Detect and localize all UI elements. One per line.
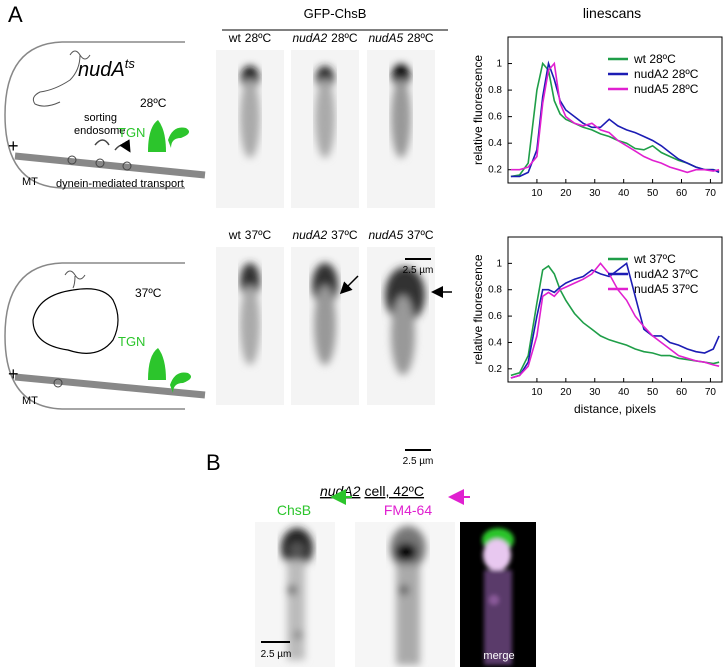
y-tick-label: 0.6 <box>488 112 502 123</box>
x-tick-label: 60 <box>676 387 688 398</box>
x-axis-label: distance, pixels <box>574 402 656 416</box>
x-tick-label: 50 <box>647 387 659 398</box>
series-line <box>510 60 720 178</box>
micrograph <box>216 247 284 405</box>
y-tick-label: 0.8 <box>488 285 502 296</box>
legend-label: nudA5 37ºC <box>634 282 699 296</box>
legend-label: wt 28ºC <box>633 52 676 66</box>
x-tick-label: 30 <box>589 188 601 199</box>
legend-label: wt 37ºC <box>633 252 676 266</box>
x-tick-label: 20 <box>560 188 572 199</box>
micrograph <box>367 247 435 405</box>
x-tick-label: 60 <box>676 188 688 199</box>
x-tick-label: 70 <box>705 387 717 398</box>
mt-label: MT <box>22 395 38 407</box>
x-tick-label: 20 <box>560 387 572 398</box>
y-tick-label: 1 <box>496 258 502 269</box>
image-label: nudA2 28ºC <box>292 31 357 45</box>
y-tick-label: 0.4 <box>488 337 502 348</box>
micrograph <box>367 50 435 208</box>
panel-label: B <box>206 450 221 475</box>
temperature: 37ºC <box>135 286 162 300</box>
micrograph <box>291 247 359 405</box>
micrograph <box>216 50 284 208</box>
image-label: wt 28ºC <box>228 31 272 45</box>
cell-diagram-28: 28ºC sorting endosome TGN + MT dynein-me… <box>4 41 206 190</box>
image-label: nudA2 37ºC <box>292 228 357 242</box>
diagram-label: sorting <box>84 112 117 124</box>
tgn-label: TGN <box>118 334 145 349</box>
image-label: nudA5 28ºC <box>368 31 433 45</box>
scale-bar-label: 2.5 µm <box>403 265 434 276</box>
y-tick-label: 0.8 <box>488 85 502 96</box>
panel-label: A <box>8 2 23 27</box>
micrograph <box>255 522 335 667</box>
x-tick-label: 30 <box>589 387 601 398</box>
micrograph <box>355 522 455 667</box>
tgn-label: TGN <box>118 125 145 140</box>
y-tick-label: 0.6 <box>488 311 502 322</box>
legend-label: nudA5 28ºC <box>634 82 699 96</box>
micrograph <box>291 50 359 208</box>
x-tick-label: 70 <box>705 188 717 199</box>
channel-label: ChsB <box>277 502 311 518</box>
x-tick-label: 10 <box>531 188 543 199</box>
y-tick-label: 0.2 <box>488 165 502 176</box>
y-tick-label: 0.2 <box>488 364 502 375</box>
plot-frame <box>507 236 723 383</box>
x-tick-label: 40 <box>618 188 630 199</box>
temperature: 28ºC <box>140 96 167 110</box>
mt-label: MT <box>22 176 38 188</box>
y-axis-label: relative fluorescence <box>471 55 485 165</box>
plus-label: + <box>8 136 19 156</box>
series-line <box>510 61 720 174</box>
image-label: wt 37ºC <box>228 228 272 242</box>
legend-label: nudA2 28ºC <box>634 67 699 81</box>
images-title: GFP-ChsB <box>304 6 367 21</box>
x-tick-label: 40 <box>618 387 630 398</box>
image-label: nudA5 37ºC <box>368 228 433 242</box>
micrograph <box>460 522 536 667</box>
diagram-title: nudAts <box>78 56 135 81</box>
series-line <box>510 262 720 379</box>
channel-label: merge <box>483 650 514 662</box>
x-tick-label: 10 <box>531 387 543 398</box>
series-line <box>510 264 720 377</box>
y-axis-label: relative fluorescence <box>471 254 485 364</box>
micrographs <box>216 50 435 405</box>
y-tick-label: 0.4 <box>488 138 502 149</box>
plus-label: + <box>8 364 19 384</box>
diagram-label: endosome <box>74 125 125 137</box>
scale-bar-label: 2.5 µm <box>403 456 434 467</box>
plot-frame <box>507 36 723 184</box>
x-tick-label: 50 <box>647 188 659 199</box>
y-tick-label: 1 <box>496 59 502 70</box>
arrow <box>339 275 359 295</box>
linescans-title: linescans <box>583 5 641 21</box>
channel-label: FM4-64 <box>384 502 432 518</box>
scale-bar-label: 2.5 µm <box>261 649 292 660</box>
transport-label: dynein-mediated transport <box>56 178 184 190</box>
cell-diagram-37: 37ºC TGN + MT <box>4 262 206 410</box>
legend-label: nudA2 37ºC <box>634 267 699 281</box>
